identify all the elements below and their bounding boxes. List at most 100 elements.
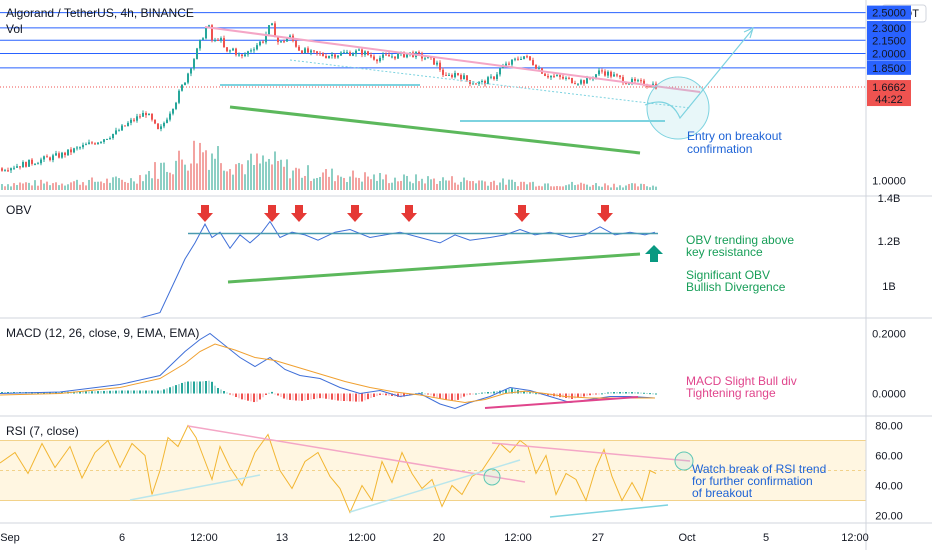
candle-body — [160, 126, 162, 130]
candle-body — [103, 139, 105, 142]
obv-divergence-line2: Bullish Divergence — [686, 280, 786, 294]
obv-tick-label: 1.2B — [878, 236, 901, 248]
candle-body — [319, 53, 321, 55]
red-down-arrow — [347, 205, 363, 222]
candle-body — [508, 63, 510, 65]
macd-histogram-bar — [145, 390, 147, 394]
macd-divergence-line — [484, 396, 639, 409]
volume-bar — [568, 184, 570, 190]
volume-bar — [553, 186, 555, 190]
macd-histogram-bar — [472, 393, 474, 395]
candle-body — [634, 78, 636, 81]
candle-body — [646, 85, 648, 87]
macd-histogram-bar — [232, 393, 234, 396]
macd-histogram-bar — [76, 391, 78, 394]
candle-body — [271, 23, 273, 26]
candle-body — [349, 52, 351, 56]
candle-body — [4, 170, 6, 172]
macd-histogram-bar — [349, 393, 351, 402]
macd-histogram-bar — [175, 385, 177, 394]
volume-bar — [583, 183, 585, 190]
candle-body — [112, 133, 114, 139]
candle-body — [268, 25, 270, 35]
volume-bar — [493, 180, 495, 190]
volume-bar — [610, 187, 612, 190]
macd-histogram-bar — [484, 392, 486, 394]
macd-histogram-bar — [418, 392, 420, 394]
volume-bar — [595, 183, 597, 190]
volume-bar — [169, 172, 171, 190]
candle-body — [235, 48, 237, 55]
price-tick-label: 1.0000 — [872, 176, 906, 188]
candle-body — [385, 54, 387, 56]
volume-bar — [241, 164, 243, 190]
volume-bar — [538, 185, 540, 190]
volume-bar — [250, 153, 252, 190]
macd-histogram-bar — [262, 393, 264, 398]
macd-histogram-bar — [424, 393, 426, 395]
rsi-trendline-2 — [491, 442, 691, 462]
candle-body — [298, 46, 300, 51]
entry-annotation-line2: confirmation — [687, 142, 752, 156]
candle-body — [328, 55, 330, 58]
candle-body — [289, 35, 291, 38]
macd-histogram-bar — [598, 393, 600, 395]
volume-bar — [613, 183, 615, 190]
volume-bar — [388, 183, 390, 190]
macd-histogram-bar — [163, 389, 165, 394]
volume-bar — [4, 186, 6, 190]
macd-histogram-bar — [586, 393, 588, 396]
countdown-label: 44:22 — [875, 94, 903, 106]
candle-body — [610, 71, 612, 77]
volume-bar — [427, 176, 429, 190]
volume-bar — [223, 170, 225, 190]
macd-histogram-bar — [400, 393, 402, 398]
macd-histogram-bar — [355, 393, 357, 402]
macd-histogram-bar — [496, 391, 498, 394]
volume-bar — [574, 185, 576, 190]
volume-bar — [433, 178, 435, 190]
volume-bar — [253, 165, 255, 190]
macd-histogram-bar — [490, 392, 492, 394]
volume-bar — [466, 180, 468, 190]
macd-histogram-bar — [607, 392, 609, 394]
candle-body — [451, 74, 453, 78]
macd-histogram-bar — [577, 393, 579, 398]
candle-body — [358, 49, 360, 51]
descending-trendline — [204, 26, 701, 93]
volume-bar — [187, 170, 189, 190]
candle-body — [181, 84, 183, 91]
candle-body — [187, 73, 189, 83]
macd-histogram-bar — [340, 393, 342, 401]
macd-histogram-bar — [289, 393, 291, 400]
macd-histogram-bar — [94, 391, 96, 394]
candle-body — [505, 63, 507, 66]
candle-body — [499, 68, 501, 75]
x-tick-label: 13 — [276, 532, 288, 544]
macd-histogram-bar — [85, 391, 87, 394]
volume-bar — [472, 181, 474, 190]
macd-annotation-line2: Tightening range — [686, 386, 776, 400]
macd-histogram-bar — [196, 381, 198, 394]
volume-bar — [121, 179, 123, 190]
candle-body — [274, 23, 276, 38]
candle-body — [607, 71, 609, 76]
volume-bar — [160, 162, 162, 190]
macd-histogram-bar — [481, 392, 483, 394]
volume-bar — [448, 180, 450, 190]
volume-bar — [490, 181, 492, 190]
volume-bar — [88, 179, 90, 190]
volume-bar — [148, 170, 150, 190]
volume-bar — [367, 176, 369, 190]
volume-bar — [46, 181, 48, 190]
macd-annotation-line1: MACD Slight Bull div — [686, 374, 797, 388]
candle-body — [256, 45, 258, 50]
candle-body — [619, 75, 621, 78]
x-tick-label: 20 — [433, 532, 445, 544]
candle-body — [373, 56, 375, 60]
volume-bar — [151, 178, 153, 190]
macd-histogram-bar — [580, 393, 582, 398]
macd-histogram-bar — [271, 391, 273, 394]
macd-histogram-bar — [565, 393, 567, 398]
